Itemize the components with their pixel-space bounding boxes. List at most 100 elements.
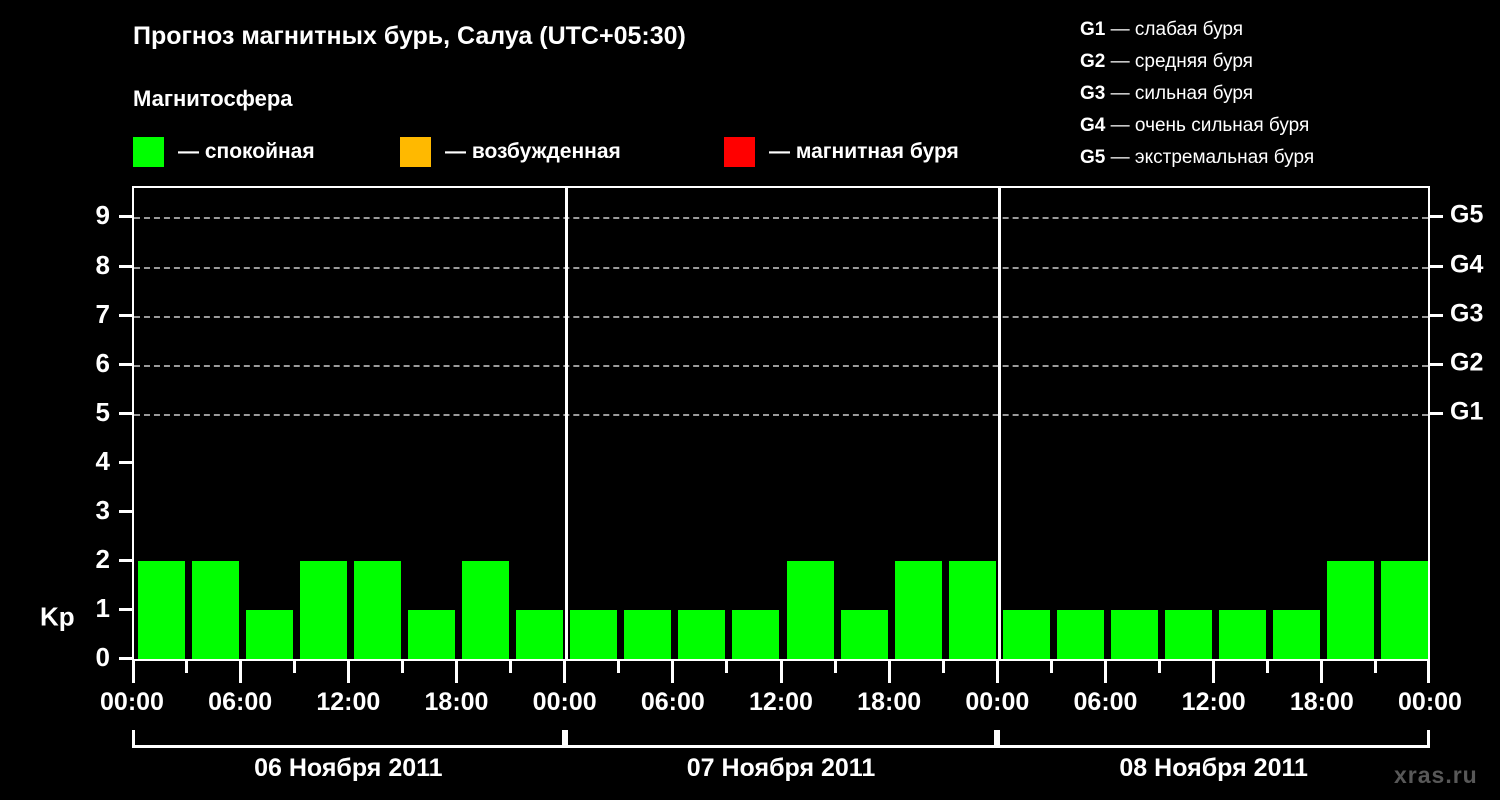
gscale-code: G4 bbox=[1080, 115, 1106, 136]
gscale-legend-row-g5: G5 — экстремальная буря bbox=[1080, 142, 1490, 174]
x-axis-label-8: 00:00 bbox=[965, 688, 1030, 716]
magnetosphere-legend-label: — спокойная bbox=[178, 140, 315, 163]
day-divider-1 bbox=[565, 188, 569, 659]
x-tick-16 bbox=[995, 661, 999, 683]
x-tick-15 bbox=[941, 661, 945, 673]
bar bbox=[732, 609, 780, 659]
x-axis-label-0: 00:00 bbox=[100, 688, 164, 716]
gscale-description: — средняя буря bbox=[1105, 51, 1253, 72]
date-brackets bbox=[0, 730, 1500, 752]
y-tick-mark-1 bbox=[119, 607, 132, 611]
gscale-code: G3 bbox=[1080, 83, 1106, 104]
y-tick-mark-4 bbox=[119, 460, 132, 464]
x-axis-label-7: 18:00 bbox=[857, 688, 922, 716]
x-axis-label-3: 18:00 bbox=[424, 688, 489, 716]
gridline-kp-9 bbox=[134, 217, 1428, 220]
gscale-description: — очень сильная буря bbox=[1105, 115, 1310, 136]
x-tick-4 bbox=[346, 661, 350, 683]
date-label-0: 06 Ноября 2011 bbox=[254, 754, 443, 782]
x-tick-17 bbox=[1049, 661, 1053, 673]
x-axis-label-6: 12:00 bbox=[749, 688, 813, 716]
magnetosphere-legend-item-2: — магнитная буря bbox=[724, 136, 959, 168]
bar bbox=[1056, 609, 1104, 659]
gscale-description: — слабая буря bbox=[1105, 19, 1244, 40]
y-tick-label-7: 7 bbox=[95, 298, 110, 329]
x-tick-7 bbox=[509, 661, 513, 673]
legend-swatch-storm bbox=[724, 137, 755, 167]
y-tick-label-2: 2 bbox=[95, 543, 110, 574]
y-tick-mark-0 bbox=[119, 657, 132, 660]
x-tick-24 bbox=[1427, 661, 1430, 683]
bar bbox=[191, 560, 239, 659]
bar bbox=[570, 609, 618, 659]
gscale-code: G5 bbox=[1080, 147, 1106, 168]
x-tick-23 bbox=[1374, 661, 1378, 673]
x-axis-label-11: 18:00 bbox=[1289, 688, 1354, 716]
g-tick-mark-g2 bbox=[1430, 362, 1443, 366]
y-axis-label: Kp bbox=[40, 601, 75, 632]
magnetosphere-legend-item-1: — возбужденная bbox=[400, 136, 621, 168]
bar bbox=[624, 609, 672, 659]
page-title: Прогноз магнитных бурь, Салуа (UTC+05:30… bbox=[133, 22, 686, 50]
x-axis-label-5: 06:00 bbox=[640, 688, 705, 716]
y-tick-label-9: 9 bbox=[95, 200, 110, 231]
bar bbox=[786, 560, 834, 659]
gscale-legend-row-g1: G1 — слабая буря bbox=[1080, 14, 1490, 46]
y-tick-label-1: 1 bbox=[95, 592, 110, 623]
bar bbox=[1381, 560, 1429, 659]
y-tick-mark-2 bbox=[119, 558, 132, 562]
x-axis-ticks bbox=[132, 661, 1430, 683]
g-tick-mark-g1 bbox=[1430, 411, 1443, 415]
gridline-kp-5 bbox=[134, 413, 1428, 416]
x-tick-21 bbox=[1266, 661, 1270, 673]
x-tick-9 bbox=[617, 661, 621, 673]
magnetosphere-legend-label: — возбужденная bbox=[445, 140, 621, 163]
x-tick-13 bbox=[833, 661, 837, 673]
legend-swatch-quiet bbox=[133, 137, 164, 167]
date-label-2: 08 Ноября 2011 bbox=[1119, 754, 1308, 782]
gridline-kp-8 bbox=[134, 266, 1428, 269]
x-tick-18 bbox=[1104, 661, 1107, 683]
x-tick-20 bbox=[1212, 661, 1216, 683]
legend-swatch-unsettled bbox=[400, 137, 431, 167]
g-tick-label-g4: G4 bbox=[1450, 250, 1484, 278]
g-tick-mark-g4 bbox=[1430, 264, 1443, 268]
gscale-code: G2 bbox=[1080, 51, 1106, 72]
gridline-kp-7 bbox=[134, 315, 1428, 318]
day-divider-2 bbox=[997, 188, 1001, 659]
y-tick-label-0: 0 bbox=[95, 642, 110, 672]
x-axis-label-2: 12:00 bbox=[316, 688, 381, 716]
bar bbox=[948, 560, 996, 659]
x-tick-22 bbox=[1320, 661, 1324, 683]
gscale-description: — сильная буря bbox=[1105, 83, 1254, 104]
bar bbox=[353, 560, 401, 659]
g-tick-label-g3: G3 bbox=[1450, 299, 1484, 328]
x-tick-1 bbox=[184, 661, 188, 673]
gscale-code: G1 bbox=[1080, 19, 1106, 40]
bar bbox=[299, 560, 347, 659]
y-tick-label-4: 4 bbox=[95, 445, 110, 476]
g-tick-mark-g5 bbox=[1430, 215, 1443, 219]
x-tick-11 bbox=[725, 661, 729, 673]
bar bbox=[516, 609, 564, 659]
x-axis-label-12: 00:00 bbox=[1398, 688, 1462, 716]
x-tick-5 bbox=[400, 661, 404, 673]
bar bbox=[1002, 609, 1050, 659]
bar bbox=[840, 609, 888, 659]
y-tick-label-3: 3 bbox=[95, 494, 110, 525]
date-labels: 06 Ноября 2011 07 Ноября 2011 08 Ноября 20… bbox=[0, 754, 1500, 788]
gscale-legend-row-g4: G4 — очень сильная буря bbox=[1080, 110, 1490, 142]
x-tick-19 bbox=[1158, 661, 1162, 673]
magnetosphere-legend-item-0: — спокойная bbox=[133, 136, 315, 168]
chart-plot-inner bbox=[134, 188, 1429, 659]
x-axis-label-1: 06:00 bbox=[208, 688, 273, 716]
gscale-legend-row-g3: G3 — сильная буря bbox=[1080, 78, 1490, 110]
gscale-legend: G1 — слабая буря G2 — средняя буря G3 — си… bbox=[1080, 14, 1490, 174]
bar bbox=[678, 609, 726, 659]
g-tick-label-g2: G2 bbox=[1450, 348, 1484, 377]
bar bbox=[1165, 609, 1213, 659]
magnetosphere-legend-label: — магнитная буря bbox=[769, 140, 959, 163]
bar bbox=[1219, 609, 1267, 659]
y-tick-label-8: 8 bbox=[95, 249, 110, 280]
gscale-legend-row-g2: G2 — средняя буря bbox=[1080, 46, 1490, 78]
